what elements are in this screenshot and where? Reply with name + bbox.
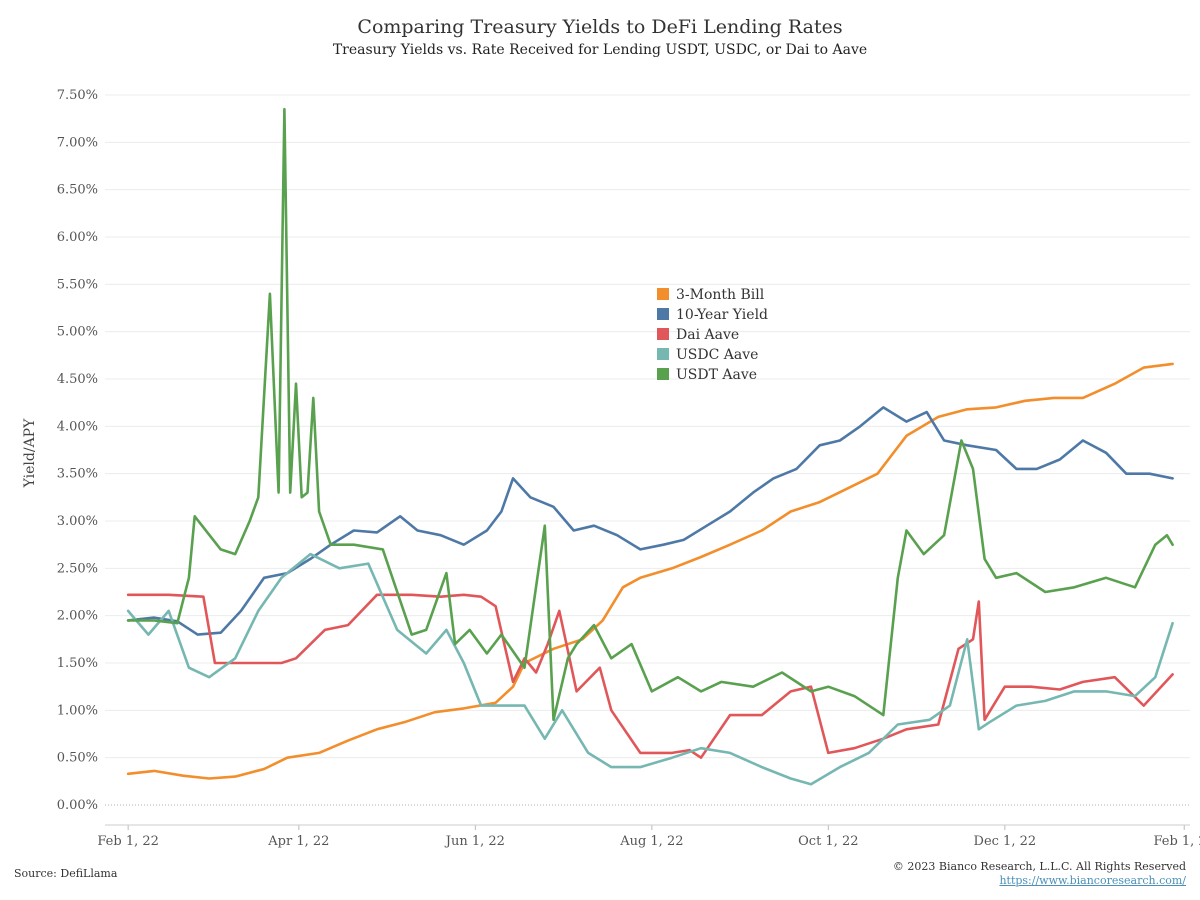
y-tick-label: 5.50% — [57, 277, 98, 292]
y-tick-label: 3.00% — [57, 514, 98, 529]
legend-label: 3-Month Bill — [676, 287, 765, 303]
y-tick-label: 1.00% — [57, 703, 98, 718]
x-tick-label: Oct 1, 22 — [798, 834, 858, 849]
series-lines — [126, 107, 1174, 786]
website-link[interactable]: https://www.biancoresearch.com/ — [999, 874, 1186, 887]
chart-title: Comparing Treasury Yields to DeFi Lendin… — [357, 16, 843, 38]
x-tick-label: Jun 1, 22 — [444, 834, 505, 849]
x-tick-label: Apr 1, 22 — [267, 834, 329, 849]
series-line-usdc-aave — [126, 552, 1174, 786]
legend-label: USDC Aave — [676, 347, 758, 363]
legend-label: USDT Aave — [676, 367, 757, 383]
legend-swatch — [657, 288, 669, 300]
legend-label: Dai Aave — [676, 327, 739, 343]
y-tick-label: 0.50% — [57, 751, 98, 766]
legend: 3-Month Bill 10-Year Yield Dai Aave USDC Aa… — [657, 287, 768, 383]
y-tick-label: 4.50% — [57, 372, 98, 387]
y-tick-label: 4.00% — [57, 419, 98, 434]
y-tick-label: 7.50% — [57, 88, 98, 103]
series-line-10-year-yield — [126, 406, 1174, 636]
y-tick-label: 2.50% — [57, 561, 98, 576]
series-line-dai-aave — [126, 593, 1174, 760]
y-tick-label: 5.00% — [57, 325, 98, 340]
chart-subtitle: Treasury Yields vs. Rate Received for Le… — [332, 42, 868, 58]
x-tick-label: Aug 1, 22 — [619, 834, 683, 849]
y-tick-label: 6.50% — [57, 183, 98, 198]
x-tick-label: Feb 1, 22 — [97, 834, 159, 849]
y-axis-title: Yield/APY — [22, 418, 38, 488]
y-tick-label: 3.50% — [57, 467, 98, 482]
legend-label: 10-Year Yield — [676, 307, 768, 323]
legend-swatch — [657, 308, 669, 320]
legend-swatch — [657, 328, 669, 340]
y-tick-label: 7.00% — [57, 135, 98, 150]
series-line-3-month-bill — [126, 362, 1174, 780]
x-tick-label: Dec 1, 22 — [974, 834, 1037, 849]
x-axis-ticks: Feb 1, 22 Apr 1, 22 Jun 1, 22 Aug 1, 22 Oct … — [97, 825, 1200, 849]
y-tick-label: 1.50% — [57, 656, 98, 671]
source-note: Source: DefiLlama — [14, 867, 118, 880]
y-axis-ticks: 0.00% 0.50% 1.00% 1.50% 2.00% 2.50% 3.00% 3.50%… — [57, 88, 98, 813]
series-line-usdt-aave — [126, 107, 1174, 722]
legend-swatch — [657, 348, 669, 360]
x-tick-label: Feb 1, 23 — [1153, 834, 1200, 849]
gridlines — [105, 94, 1190, 806]
copyright-note: © 2023 Bianco Research, L.L.C. All Right… — [892, 860, 1186, 873]
legend-swatch — [657, 368, 669, 380]
y-tick-label: 6.00% — [57, 230, 98, 245]
y-tick-label: 2.00% — [57, 609, 98, 624]
y-tick-label: 0.00% — [57, 798, 98, 813]
